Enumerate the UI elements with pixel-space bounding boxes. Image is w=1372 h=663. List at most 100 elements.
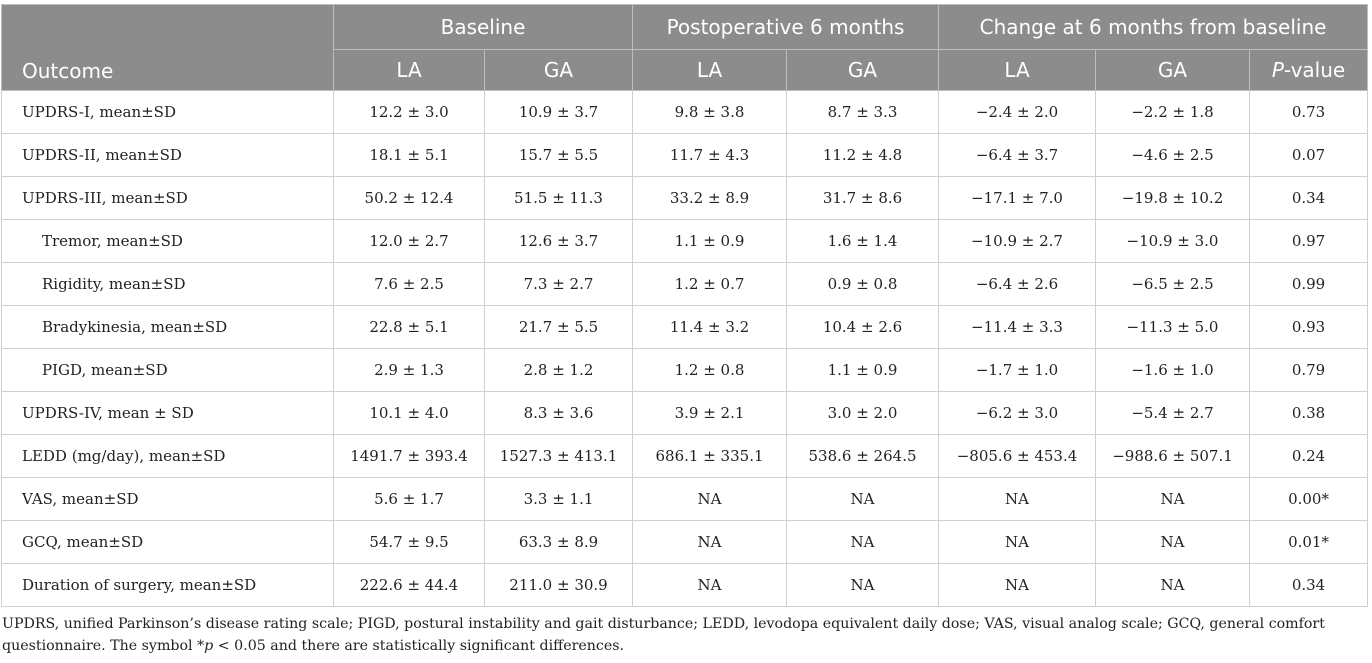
baseline-la-cell: 12.0 ± 2.7 xyxy=(333,219,485,263)
postop-la-cell: 11.7 ± 4.3 xyxy=(632,133,788,177)
change-la-cell: −6.2 ± 3.0 xyxy=(938,391,1097,435)
baseline-la-cell: 18.1 ± 5.1 xyxy=(333,133,485,177)
change-ga-header: GA xyxy=(1095,49,1251,91)
table-row: Rigidity, mean±SD 7.6 ± 2.5 7.3 ± 2.7 1.2 ±… xyxy=(1,262,1369,306)
change-ga-cell: −6.5 ± 2.5 xyxy=(1095,262,1251,306)
baseline-ga-cell: 2.8 ± 1.2 xyxy=(483,348,634,392)
postop-la-cell: 11.4 ± 3.2 xyxy=(632,305,788,349)
pvalue-cell: 0.01* xyxy=(1249,520,1369,564)
postop-la-cell: 686.1 ± 335.1 xyxy=(632,434,788,478)
outcome-label-cell: UPDRS-I, mean±SD xyxy=(1,90,334,134)
postop-ga-cell: 538.6 ± 264.5 xyxy=(786,434,940,478)
outcome-label-cell: UPDRS-II, mean±SD xyxy=(1,133,334,177)
outcome-label-cell: LEDD (mg/day), mean±SD xyxy=(1,434,334,478)
pvalue-cell: 0.34 xyxy=(1249,563,1369,607)
baseline-la-cell: 2.9 ± 1.3 xyxy=(333,348,485,392)
table-footnote: UPDRS, unified Parkinson’s disease ratin… xyxy=(2,613,1368,657)
outcome-label-cell: Bradykinesia, mean±SD xyxy=(1,305,334,349)
pvalue-cell: 0.07 xyxy=(1249,133,1369,177)
postop-la-cell: NA xyxy=(632,520,788,564)
outcome-label-cell: PIGD, mean±SD xyxy=(1,348,334,392)
postop-la-cell: NA xyxy=(632,563,788,607)
baseline-group-header: Baseline xyxy=(332,4,634,50)
change-ga-cell: −19.8 ± 10.2 xyxy=(1095,176,1251,220)
table-row: UPDRS-III, mean±SD 50.2 ± 12.4 51.5 ± 11.3… xyxy=(1,176,1369,220)
change-la-cell: −11.4 ± 3.3 xyxy=(938,305,1097,349)
postop-ga-cell: 1.6 ± 1.4 xyxy=(786,219,940,263)
change-ga-cell: NA xyxy=(1095,563,1251,607)
table-row: Bradykinesia, mean±SD 22.8 ± 5.1 21.7 ± 5.… xyxy=(1,305,1369,349)
postop-la-cell: 1.2 ± 0.7 xyxy=(632,262,788,306)
table-row: Tremor, mean±SD 12.0 ± 2.7 12.6 ± 3.7 1.1 ±… xyxy=(1,219,1369,263)
postop-ga-cell: 1.1 ± 0.9 xyxy=(786,348,940,392)
pvalue-header-p: P xyxy=(1271,58,1284,82)
baseline-la-cell: 5.6 ± 1.7 xyxy=(333,477,485,521)
postop-ga-cell: 0.9 ± 0.8 xyxy=(786,262,940,306)
outcomes-table: Outcome Baseline Postoperative 6 months … xyxy=(1,4,1369,607)
change-la-cell: −6.4 ± 3.7 xyxy=(938,133,1097,177)
postoperative-group-header: Postoperative 6 months xyxy=(632,4,940,50)
pvalue-cell: 0.73 xyxy=(1249,90,1369,134)
pvalue-cell: 0.24 xyxy=(1249,434,1369,478)
outcome-label-cell: GCQ, mean±SD xyxy=(1,520,334,564)
postop-ga-cell: 3.0 ± 2.0 xyxy=(786,391,940,435)
baseline-la-header: LA xyxy=(333,49,485,91)
baseline-la-cell: 12.2 ± 3.0 xyxy=(333,90,485,134)
change-ga-cell: NA xyxy=(1095,477,1251,521)
postop-ga-cell: NA xyxy=(786,563,940,607)
change-la-header: LA xyxy=(938,49,1097,91)
postop-la-cell: 3.9 ± 2.1 xyxy=(632,391,788,435)
postop-la-cell: 33.2 ± 8.9 xyxy=(632,176,788,220)
postop-la-cell: NA xyxy=(632,477,788,521)
postop-ga-cell: NA xyxy=(786,477,940,521)
pvalue-cell: 0.99 xyxy=(1249,262,1369,306)
baseline-ga-cell: 10.9 ± 3.7 xyxy=(483,90,634,134)
postop-la-header: LA xyxy=(632,49,788,91)
footnote-p-symbol: p xyxy=(204,638,214,654)
change-la-cell: NA xyxy=(938,563,1097,607)
table-body: UPDRS-I, mean±SD 12.2 ± 3.0 10.9 ± 3.7 9.8 … xyxy=(1,90,1369,607)
table-row: UPDRS-II, mean±SD 18.1 ± 5.1 15.7 ± 5.5 11.… xyxy=(1,133,1369,177)
table-row: UPDRS-I, mean±SD 12.2 ± 3.0 10.9 ± 3.7 9.8 … xyxy=(1,90,1369,134)
baseline-la-cell: 7.6 ± 2.5 xyxy=(333,262,485,306)
baseline-la-cell: 22.8 ± 5.1 xyxy=(333,305,485,349)
outcome-label-cell: Duration of surgery, mean±SD xyxy=(1,563,334,607)
change-la-cell: −6.4 ± 2.6 xyxy=(938,262,1097,306)
table-row: VAS, mean±SD 5.6 ± 1.7 3.3 ± 1.1 NA NA NA NA 0.… xyxy=(1,477,1369,521)
footnote-text: UPDRS, unified Parkinson’s disease ratin… xyxy=(2,616,1325,654)
change-ga-cell: −4.6 ± 2.5 xyxy=(1095,133,1251,177)
change-ga-cell: −11.3 ± 5.0 xyxy=(1095,305,1251,349)
pvalue-cell: 0.38 xyxy=(1249,391,1369,435)
outcome-label-cell: UPDRS-IV, mean ± SD xyxy=(1,391,334,435)
postop-la-cell: 1.2 ± 0.8 xyxy=(632,348,788,392)
outcome-label-cell: VAS, mean±SD xyxy=(1,477,334,521)
pvalue-cell: 0.97 xyxy=(1249,219,1369,263)
change-ga-cell: −1.6 ± 1.0 xyxy=(1095,348,1251,392)
table-row: Duration of surgery, mean±SD 222.6 ± 44.4… xyxy=(1,563,1369,607)
baseline-ga-cell: 3.3 ± 1.1 xyxy=(483,477,634,521)
outcome-column-header: Outcome xyxy=(1,4,334,91)
change-la-cell: −805.6 ± 453.4 xyxy=(938,434,1097,478)
baseline-la-cell: 222.6 ± 44.4 xyxy=(333,563,485,607)
change-ga-cell: NA xyxy=(1095,520,1251,564)
table-row: UPDRS-IV, mean ± SD 10.1 ± 4.0 8.3 ± 3.6 3.… xyxy=(1,391,1369,435)
baseline-la-cell: 1491.7 ± 393.4 xyxy=(333,434,485,478)
change-la-cell: −1.7 ± 1.0 xyxy=(938,348,1097,392)
pvalue-cell: 0.79 xyxy=(1249,348,1369,392)
postop-ga-cell: 31.7 ± 8.6 xyxy=(786,176,940,220)
baseline-ga-cell: 7.3 ± 2.7 xyxy=(483,262,634,306)
outcome-label-cell: UPDRS-III, mean±SD xyxy=(1,176,334,220)
postop-ga-cell: 10.4 ± 2.6 xyxy=(786,305,940,349)
baseline-ga-cell: 63.3 ± 8.9 xyxy=(483,520,634,564)
postop-ga-header: GA xyxy=(786,49,940,91)
table-row: LEDD (mg/day), mean±SD 1491.7 ± 393.4 1527… xyxy=(1,434,1369,478)
footnote-text-end: < 0.05 and there are statistically signi… xyxy=(213,638,625,654)
postop-ga-cell: 11.2 ± 4.8 xyxy=(786,133,940,177)
baseline-ga-cell: 51.5 ± 11.3 xyxy=(483,176,634,220)
change-ga-cell: −2.2 ± 1.8 xyxy=(1095,90,1251,134)
pvalue-cell: 0.00* xyxy=(1249,477,1369,521)
change-ga-cell: −5.4 ± 2.7 xyxy=(1095,391,1251,435)
pvalue-cell: 0.93 xyxy=(1249,305,1369,349)
postop-ga-cell: NA xyxy=(786,520,940,564)
pvalue-header: P-value xyxy=(1249,49,1369,91)
